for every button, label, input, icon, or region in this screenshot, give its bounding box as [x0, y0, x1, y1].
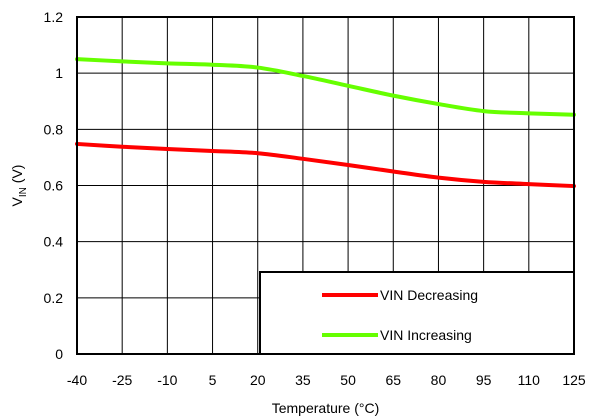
y-axis-label-main: V [9, 196, 25, 206]
x-tick-label: 80 [431, 372, 447, 388]
x-tick-label: 5 [209, 372, 217, 388]
y-tick-label: 0 [55, 346, 63, 362]
x-tick-label: 50 [340, 372, 356, 388]
legend-label: VIN Decreasing [380, 287, 478, 303]
x-tick-label: 95 [476, 372, 492, 388]
y-axis-label-unit: (V) [9, 165, 25, 188]
x-tick-label: 65 [385, 372, 401, 388]
y-axis-tick-labels: 0 0.2 0.4 0.6 0.8 1 1.2 [44, 9, 64, 362]
y-axis-label-subscript: IN [18, 187, 29, 197]
y-tick-label: 1 [55, 65, 63, 81]
x-axis-label: Temperature (°C) [272, 400, 380, 416]
x-tick-label: 20 [250, 372, 266, 388]
x-tick-label: 125 [562, 372, 586, 388]
y-tick-label: 0.4 [44, 234, 64, 250]
series-line-vin-decreasing [75, 141, 576, 189]
x-tick-label: -10 [157, 372, 177, 388]
y-tick-label: 0.6 [44, 178, 64, 194]
x-tick-label: -25 [112, 372, 132, 388]
y-tick-label: 1.2 [44, 9, 64, 25]
series-line-vin-increasing [75, 57, 576, 117]
x-tick-label: -40 [67, 372, 87, 388]
legend-box [259, 271, 575, 355]
legend: VIN Decreasing VIN Increasing [259, 271, 575, 355]
legend-label: VIN Increasing [380, 327, 472, 343]
y-axis-label: VIN (V) [9, 165, 29, 207]
x-tick-label: 35 [295, 372, 311, 388]
series-lines [75, 57, 576, 189]
x-axis-tick-labels: -40 -25 -10 5 20 35 50 65 80 95 110 125 [67, 372, 586, 388]
y-tick-label: 0.8 [44, 121, 64, 137]
y-tick-label: 0.2 [44, 290, 64, 306]
x-tick-label: 110 [518, 372, 541, 388]
